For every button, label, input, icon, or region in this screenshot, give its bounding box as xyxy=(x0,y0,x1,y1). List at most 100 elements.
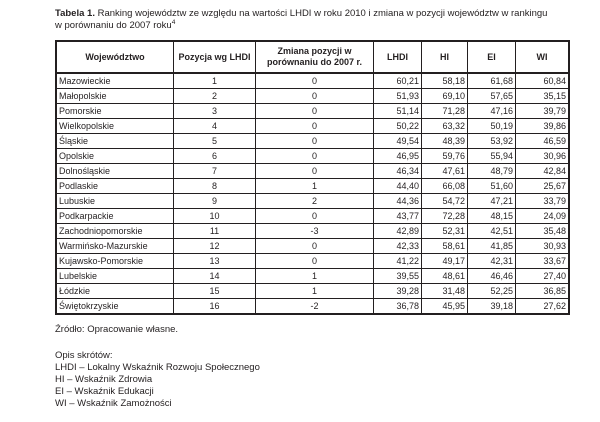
value-cell: 58,61 xyxy=(421,238,468,254)
value-cell: 60,84 xyxy=(515,72,570,89)
value-cell: 48,39 xyxy=(421,133,468,149)
value-cell: 0 xyxy=(255,72,374,89)
table-row: Warmińsko-Mazurskie 12 0 42,33 58,61 41,85 30,… xyxy=(55,238,570,254)
table-row: Małopolskie 2 0 51,93 69,10 57,65 35,15 xyxy=(55,88,570,104)
value-cell: 0 xyxy=(255,253,374,269)
value-cell: 39,28 xyxy=(373,283,422,299)
voivodeship-cell: Lubelskie xyxy=(55,268,174,284)
value-cell: 0 xyxy=(255,103,374,119)
value-cell: 36,85 xyxy=(515,283,570,299)
value-cell: 25,67 xyxy=(515,178,570,194)
value-cell: 0 xyxy=(255,208,374,224)
value-cell: 51,60 xyxy=(467,178,516,194)
table-row: Śląskie 5 0 49,54 48,39 53,92 46,59 xyxy=(55,133,570,149)
abbreviations-title: Opis skrótów: xyxy=(55,350,113,361)
value-cell: 0 xyxy=(255,118,374,134)
table-row: Kujawsko-Pomorskie 13 0 41,22 49,17 42,31 33,6… xyxy=(55,253,570,269)
value-cell: 72,28 xyxy=(421,208,468,224)
value-cell: 12 xyxy=(173,238,256,254)
value-cell: 31,48 xyxy=(421,283,468,299)
value-cell: 48,79 xyxy=(467,163,516,179)
value-cell: 5 xyxy=(173,133,256,149)
table-title-footnote-marker: 4 xyxy=(171,18,176,26)
voivodeship-cell: Dolnośląskie xyxy=(55,163,174,179)
table-body: Mazowieckie 1 0 60,21 58,18 61,68 60,84 Małopol… xyxy=(55,72,570,315)
table-row: Podkarpackie 10 0 43,77 72,28 48,15 24,09 xyxy=(55,208,570,224)
value-cell: 27,40 xyxy=(515,268,570,284)
value-cell: 0 xyxy=(255,163,374,179)
table-title-text: Ranking województw ze względu na wartośc… xyxy=(55,8,548,31)
value-cell: 66,08 xyxy=(421,178,468,194)
value-cell: 16 xyxy=(173,298,256,315)
value-cell: 15 xyxy=(173,283,256,299)
value-cell: 60,21 xyxy=(373,72,422,89)
table-row: Zachodniopomorskie 11 -3 42,89 52,31 42,51 35,… xyxy=(55,223,570,239)
value-cell: 4 xyxy=(173,118,256,134)
table-row: Pomorskie 3 0 51,14 71,28 47,16 39,79 xyxy=(55,103,570,119)
value-cell: 48,15 xyxy=(467,208,516,224)
value-cell: 45,95 xyxy=(421,298,468,315)
value-cell: 49,17 xyxy=(421,253,468,269)
value-cell: 44,36 xyxy=(373,193,422,209)
voivodeship-cell: Opolskie xyxy=(55,148,174,164)
value-cell: 1 xyxy=(255,268,374,284)
value-cell: 39,86 xyxy=(515,118,570,134)
value-cell: 41,85 xyxy=(467,238,516,254)
value-cell: 1 xyxy=(255,178,374,194)
table-row: Lubelskie 14 1 39,55 48,61 46,46 27,40 xyxy=(55,268,570,284)
value-cell: 10 xyxy=(173,208,256,224)
value-cell: 41,22 xyxy=(373,253,422,269)
value-cell: 30,96 xyxy=(515,148,570,164)
voivodeship-cell: Warmińsko-Mazurskie xyxy=(55,238,174,254)
value-cell: 46,46 xyxy=(467,268,516,284)
abbreviation-line: EI – Wskaźnik Edukacji xyxy=(55,386,154,397)
source-note: Źródło: Opracowanie własne. xyxy=(55,324,179,335)
table-row: Lubuskie 9 2 44,36 54,72 47,21 33,79 xyxy=(55,193,570,209)
value-cell: 42,33 xyxy=(373,238,422,254)
value-cell: 35,15 xyxy=(515,88,570,104)
value-cell: 42,31 xyxy=(467,253,516,269)
table-row: Opolskie 6 0 46,95 59,76 55,94 30,96 xyxy=(55,148,570,164)
value-cell: 1 xyxy=(255,283,374,299)
abbreviations-list: LHDI – Lokalny Wskaźnik Rozwoju Społeczn… xyxy=(55,362,549,409)
column-header: HI xyxy=(421,40,468,74)
value-cell: -2 xyxy=(255,298,374,315)
value-cell: 6 xyxy=(173,148,256,164)
abbreviation-line: HI – Wskaźnik Zdrowia xyxy=(55,374,153,385)
value-cell: 8 xyxy=(173,178,256,194)
value-cell: 0 xyxy=(255,148,374,164)
value-cell: 61,68 xyxy=(467,72,516,89)
value-cell: 39,55 xyxy=(373,268,422,284)
table-title: Tabela 1. Ranking województw ze względu … xyxy=(55,8,549,31)
value-cell: 0 xyxy=(255,88,374,104)
value-cell: 47,16 xyxy=(467,103,516,119)
column-header: Zmiana pozycji w porównaniu do 2007 r. xyxy=(255,40,374,74)
table-row: Świętokrzyskie 16 -2 36,78 45,95 39,18 27,62 xyxy=(55,298,570,315)
table-row: Łódzkie 15 1 39,28 31,48 52,25 36,85 xyxy=(55,283,570,299)
value-cell: 2 xyxy=(255,193,374,209)
table-row: Wielkopolskie 4 0 50,22 63,32 50,19 39,86 xyxy=(55,118,570,134)
voivodeship-cell: Pomorskie xyxy=(55,103,174,119)
voivodeship-cell: Świętokrzyskie xyxy=(55,298,174,315)
value-cell: 30,93 xyxy=(515,238,570,254)
value-cell: 57,65 xyxy=(467,88,516,104)
value-cell: 42,84 xyxy=(515,163,570,179)
paper-content: Tabela 1. Ranking województw ze względu … xyxy=(55,8,570,409)
voivodeship-cell: Wielkopolskie xyxy=(55,118,174,134)
value-cell: 44,40 xyxy=(373,178,422,194)
value-cell: 52,25 xyxy=(467,283,516,299)
value-cell: 24,09 xyxy=(515,208,570,224)
value-cell: 39,18 xyxy=(467,298,516,315)
value-cell: 71,28 xyxy=(421,103,468,119)
value-cell: 1 xyxy=(173,72,256,89)
value-cell: 42,89 xyxy=(373,223,422,239)
voivodeship-cell: Lubuskie xyxy=(55,193,174,209)
column-header: WI xyxy=(515,40,570,74)
value-cell: 46,34 xyxy=(373,163,422,179)
value-cell: 54,72 xyxy=(421,193,468,209)
value-cell: 58,18 xyxy=(421,72,468,89)
voivodeship-cell: Podlaskie xyxy=(55,178,174,194)
voivodeship-cell: Mazowieckie xyxy=(55,72,174,89)
column-header: LHDI xyxy=(373,40,422,74)
value-cell: 55,94 xyxy=(467,148,516,164)
